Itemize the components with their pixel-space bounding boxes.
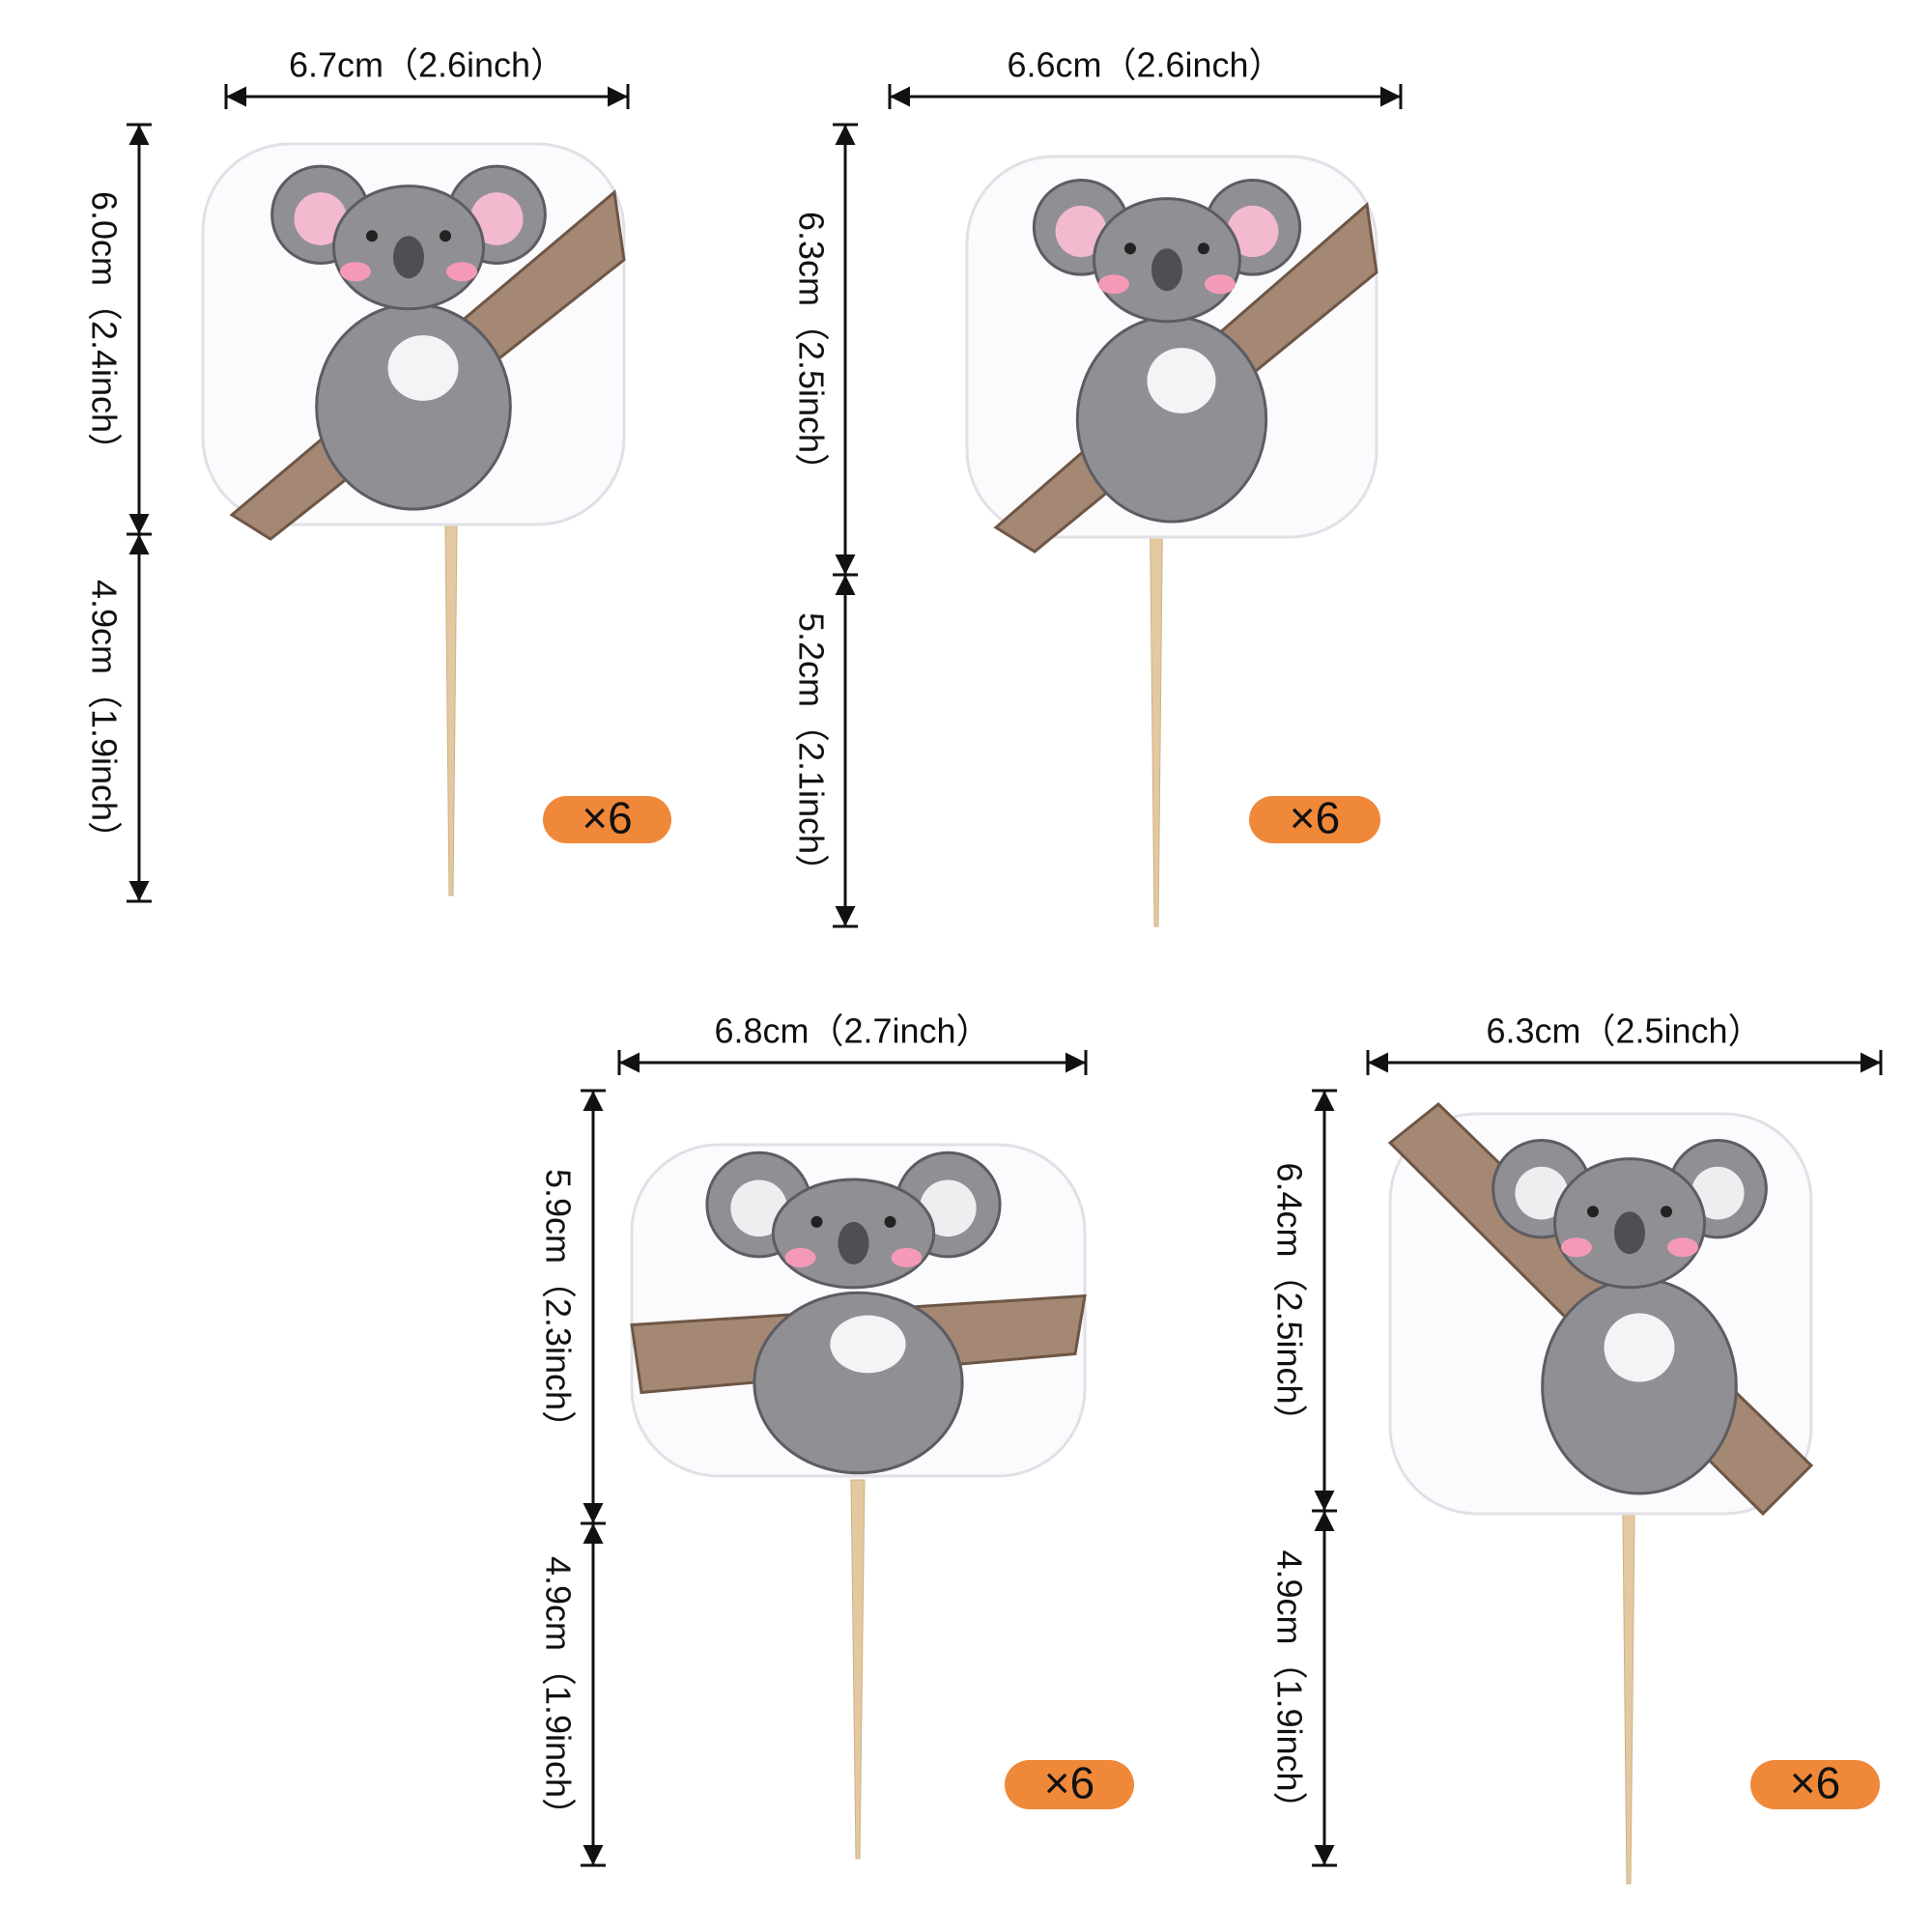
height-top-label: 6.0cm（2.4inch） xyxy=(84,191,124,468)
koala-ear-inner xyxy=(294,192,348,245)
koala-blush xyxy=(1205,274,1236,295)
koala-eye xyxy=(1661,1206,1672,1218)
quantity-label: ×6 xyxy=(582,793,632,843)
koala-nose xyxy=(393,236,424,279)
quantity-badge xyxy=(1249,796,1380,843)
quantity-label: ×6 xyxy=(1790,1758,1840,1808)
height-top-label: 6.4cm（2.5inch） xyxy=(1269,1162,1309,1438)
koala-body xyxy=(753,1291,964,1475)
koala-blush xyxy=(1561,1237,1592,1258)
koala-eye xyxy=(884,1215,896,1228)
koala-topper xyxy=(1387,1102,1814,1885)
width-label: 6.8cm（2.7inch） xyxy=(714,1011,990,1051)
koala-nose xyxy=(1151,248,1182,292)
koala-blush xyxy=(891,1247,923,1267)
koala-ear-inner xyxy=(730,1179,788,1237)
height-bottom-label: 4.9cm（1.9inch） xyxy=(84,580,124,856)
koala-belly xyxy=(387,335,459,401)
height-bottom-label: 4.9cm（1.9inch） xyxy=(1269,1549,1309,1826)
width-label: 6.3cm（2.5inch） xyxy=(1486,1011,1762,1051)
koala-topper xyxy=(965,155,1378,927)
toothpick xyxy=(1149,471,1164,927)
toothpick xyxy=(850,1479,866,1860)
koala-belly xyxy=(1604,1313,1675,1382)
koala-body xyxy=(1075,315,1268,524)
koala-topper xyxy=(201,142,626,896)
koala-eye xyxy=(366,230,378,242)
height-bottom-label: 4.9cm（1.9inch） xyxy=(538,1556,578,1833)
koala-ear-inner xyxy=(919,1179,977,1237)
koala-blush xyxy=(340,262,371,282)
quantity-badge xyxy=(543,796,671,843)
koala-ear-inner xyxy=(1055,205,1107,258)
koala-eye xyxy=(440,230,451,242)
koala-ear-inner xyxy=(1515,1166,1569,1220)
height-top-label: 6.3cm（2.5inch） xyxy=(791,212,831,488)
koala-blush xyxy=(1667,1237,1698,1258)
koala-belly xyxy=(1147,348,1216,413)
koala-ear-inner xyxy=(1227,205,1279,258)
width-label: 6.7cm（2.6inch） xyxy=(289,45,565,85)
height-bottom-label: 5.2cm（2.1inch） xyxy=(791,612,831,889)
quantity-badge xyxy=(1750,1760,1880,1809)
koala-eye xyxy=(1198,242,1209,255)
quantity-badge xyxy=(1005,1760,1134,1809)
koala-blush xyxy=(1098,274,1129,295)
koala-ear-inner xyxy=(469,192,524,245)
koala-blush xyxy=(784,1247,816,1267)
koala-eye xyxy=(1587,1206,1599,1218)
koala-blush xyxy=(446,262,477,282)
koala-ear-inner xyxy=(1690,1166,1745,1220)
koala-eye xyxy=(810,1215,823,1228)
koala-belly xyxy=(830,1315,906,1374)
koala-body xyxy=(1541,1277,1738,1495)
quantity-label: ×6 xyxy=(1290,793,1340,843)
width-label: 6.6cm（2.6inch） xyxy=(1007,45,1283,85)
koala-nose xyxy=(1614,1211,1645,1255)
koala-body xyxy=(315,302,512,511)
quantity-label: ×6 xyxy=(1044,1758,1094,1808)
koala-nose xyxy=(838,1221,869,1264)
height-top-label: 5.9cm（2.3inch） xyxy=(538,1169,578,1445)
koala-topper xyxy=(630,1143,1087,1860)
koala-eye xyxy=(1124,242,1136,255)
